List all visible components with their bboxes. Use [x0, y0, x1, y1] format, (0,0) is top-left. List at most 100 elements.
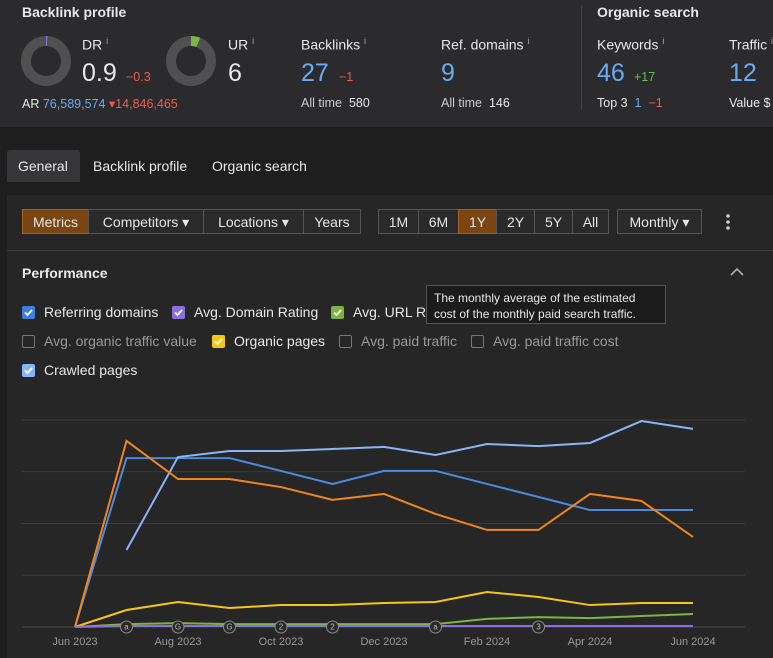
- tooltip: The monthly average of the estimated cos…: [426, 285, 666, 324]
- legend-label[interactable]: Avg. paid traffic: [361, 333, 457, 349]
- panel-title: Performance: [22, 265, 108, 281]
- filter-button[interactable]: Locations ▾: [203, 209, 304, 234]
- annotation-marker: [171, 620, 185, 634]
- interval-select[interactable]: Monthly ▾: [617, 209, 702, 234]
- checkbox[interactable]: [22, 364, 35, 377]
- legend-label[interactable]: Organic pages: [234, 333, 326, 349]
- info-icon: i: [106, 36, 109, 46]
- metric-value: 0.9: [82, 59, 117, 87]
- metric-value: 9: [441, 59, 455, 87]
- value: 146: [488, 96, 510, 110]
- range-button[interactable]: 1Y: [458, 209, 497, 234]
- summary-panel: [0, 0, 773, 127]
- annotation-label: G: [226, 623, 232, 632]
- label: Traffic: [729, 36, 768, 53]
- tooltip-line: cost of the monthly paid search traffic.: [434, 307, 636, 321]
- checkbox[interactable]: [331, 306, 344, 319]
- filter-button[interactable]: Competitors ▾: [88, 209, 204, 234]
- annotation-label: 3: [536, 623, 541, 632]
- collapse-icon[interactable]: [729, 266, 745, 278]
- legend-label[interactable]: Avg. paid traffic cost: [493, 333, 619, 349]
- label: Value: [729, 96, 761, 110]
- series-line: [74, 591, 693, 628]
- check: [24, 367, 33, 375]
- annotation-label: G: [175, 623, 181, 632]
- checkbox[interactable]: [172, 306, 185, 319]
- info-icon: i: [364, 36, 367, 46]
- annotation-marker: [326, 620, 339, 634]
- separator: [7, 250, 773, 251]
- annotation-label: 2: [279, 623, 284, 632]
- range-button[interactable]: 6M: [418, 209, 459, 234]
- legend-label[interactable]: Referring domains: [44, 304, 159, 320]
- metric-change: −0.3: [126, 70, 151, 84]
- label: AR: [22, 97, 40, 111]
- x-tick-label: Dec 2023: [360, 636, 407, 648]
- series-line: [74, 439, 694, 628]
- metric-label: Ref. domains i: [441, 36, 529, 53]
- tab[interactable]: Organic search: [212, 158, 307, 174]
- x-tick-label: Jun 2023: [52, 636, 97, 648]
- annotation-marker: [429, 620, 442, 634]
- annotation-label: 2: [330, 623, 335, 632]
- legend-label[interactable]: Crawled pages: [44, 362, 138, 378]
- range-button[interactable]: All: [572, 209, 609, 234]
- tab[interactable]: General: [18, 158, 68, 174]
- info-icon: i: [771, 36, 773, 46]
- metric-value: 46: [597, 59, 625, 87]
- x-tick-label: Feb 2024: [464, 636, 510, 648]
- checkbox[interactable]: [471, 335, 484, 348]
- checkbox[interactable]: [22, 335, 35, 348]
- range-button[interactable]: 1M: [378, 209, 419, 234]
- checkbox[interactable]: [339, 335, 352, 348]
- legend-label[interactable]: Avg. Domain Rating: [194, 304, 319, 320]
- info-icon: i: [252, 36, 255, 46]
- legend-label[interactable]: Avg. organic traffic value: [44, 333, 197, 349]
- check: [174, 309, 183, 317]
- section-title: Backlink profile: [22, 4, 127, 20]
- x-tick-label: Aug 2023: [154, 636, 201, 648]
- label: Ref. domains: [441, 36, 524, 53]
- series-line: [74, 457, 693, 628]
- annotation-label: a: [433, 623, 438, 632]
- metric-label: Backlinks i: [301, 36, 366, 53]
- dr-donut: [21, 36, 71, 86]
- range-button[interactable]: 5Y: [534, 209, 573, 234]
- filter-button[interactable]: Years: [303, 209, 361, 234]
- chart-panel: [7, 195, 773, 658]
- down-arrow: ▾: [108, 97, 116, 111]
- annotation-marker: [223, 620, 236, 634]
- chart: Jun 2023 Aug 2023 Oct 2023 Dec 2023 Feb 2024…: [22, 419, 745, 648]
- donut-track: [21, 36, 71, 86]
- series-line: [74, 624, 693, 628]
- metric-change: +17: [634, 70, 656, 84]
- range-button[interactable]: 2Y: [496, 209, 535, 234]
- metric-sub: Top 3 1 −1: [597, 96, 663, 110]
- more-menu[interactable]: [722, 212, 734, 232]
- metric-sub: Value $: [729, 96, 770, 110]
- label: UR: [228, 36, 249, 53]
- annotation-label: a: [124, 623, 129, 632]
- checkbox[interactable]: [22, 306, 35, 319]
- filter-button[interactable]: Metrics: [22, 209, 89, 234]
- label: DR: [82, 36, 103, 53]
- label: Competitors: [102, 214, 179, 230]
- tab[interactable]: Backlink profile: [93, 158, 188, 174]
- label: All time: [441, 96, 482, 110]
- info-icon: i: [662, 36, 665, 46]
- ur-donut: [166, 36, 216, 86]
- check: [333, 309, 342, 317]
- annotation-marker: [120, 620, 133, 634]
- donut-track: [166, 36, 216, 86]
- divider: [581, 6, 582, 110]
- tab-active-bg: [7, 150, 80, 182]
- metric-sub: All time 146: [441, 96, 510, 110]
- x-tick-label: Jun 2024: [670, 636, 715, 648]
- metric-label: Traffic i: [729, 36, 773, 53]
- change: −1: [648, 96, 663, 110]
- annotation-marker: [274, 620, 288, 634]
- metric-value: 12: [729, 59, 757, 87]
- checkbox[interactable]: [212, 335, 225, 348]
